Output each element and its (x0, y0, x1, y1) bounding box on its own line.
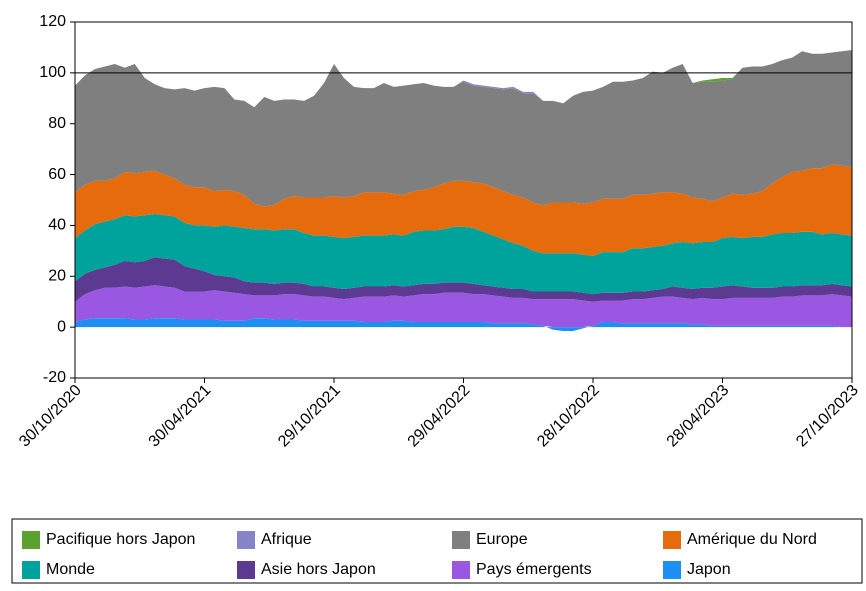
x-tick-label: 28/10/2022 (534, 382, 603, 451)
legend-swatch (663, 531, 681, 549)
area (75, 257, 852, 302)
legend-box (11, 518, 863, 584)
legend-label: Asie hors Japon (261, 561, 376, 578)
x-tick-label: 27/10/2023 (793, 382, 862, 451)
legend-swatch (452, 561, 470, 579)
area (75, 318, 852, 331)
legend-swatch (663, 561, 681, 579)
area (75, 285, 852, 328)
legend-label: Amérique du Nord (687, 531, 817, 548)
x-tick-label: 29/10/2021 (275, 382, 344, 451)
legend-label: Monde (46, 561, 95, 578)
y-tick-label: -20 (43, 369, 66, 386)
y-tick-label: 20 (48, 268, 66, 285)
legend-label: Afrique (261, 531, 312, 548)
y-tick-label: 100 (39, 64, 66, 81)
legend-label: Pacifique hors Japon (46, 531, 195, 548)
y-tick-label: 120 (39, 13, 66, 30)
y-tick-label: 60 (48, 166, 66, 183)
legend-swatch (237, 561, 255, 579)
legend-swatch (22, 561, 40, 579)
area (75, 164, 852, 256)
area (75, 49, 852, 207)
x-tick-label: 29/04/2022 (405, 382, 474, 451)
area (75, 213, 852, 295)
legend-swatch (237, 531, 255, 549)
legend-label: Europe (476, 531, 528, 548)
x-tick-label: 28/04/2023 (664, 382, 733, 451)
legend-label: Pays émergents (476, 561, 592, 578)
plot-area (75, 49, 852, 331)
x-tick-label: 30/10/2020 (16, 382, 85, 451)
y-tick-label: 80 (48, 115, 66, 132)
legend-swatch (22, 531, 40, 549)
legend-label: Japon (687, 561, 731, 578)
y-tick-label: 40 (48, 217, 66, 234)
legend-swatch (452, 531, 470, 549)
y-tick-label: 0 (57, 318, 66, 335)
x-tick-label: 30/04/2021 (146, 382, 215, 451)
